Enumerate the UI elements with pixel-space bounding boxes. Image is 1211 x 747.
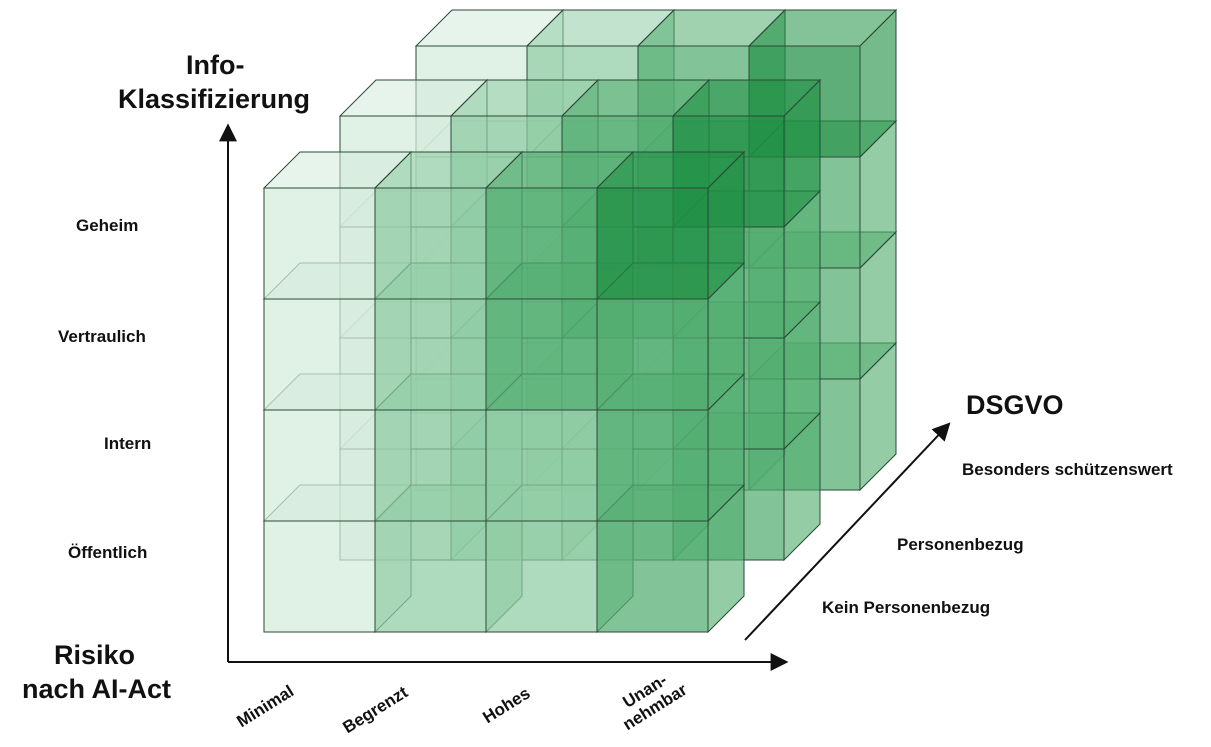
z-level-kein-personenbezug: Kein Personenbezug — [822, 598, 991, 617]
cube-l2-r1-c1-front-face — [374, 409, 487, 522]
y-level-vertraulich: Vertraulich — [58, 327, 146, 346]
cube-l2-r1-c3-front-face — [596, 409, 709, 522]
cube-l2-r0-c0-front-face — [263, 520, 376, 633]
y-axis-title: Info- Klassifizierung — [118, 48, 310, 116]
cube-l2-r1-c2-front-face — [485, 409, 598, 522]
cube-l2-r0-c2-front-face — [485, 520, 598, 633]
cube-l2-r1-c0-front-face — [263, 409, 376, 522]
cube-l2-r2-c0-front-face — [263, 298, 376, 411]
z-level-besonders: Besonders schützenswert — [962, 460, 1173, 479]
z-axis-title: DSGVO — [966, 390, 1064, 420]
x-axis-title-line2: nach AI-Act — [22, 674, 172, 704]
x-axis-title-line1: Risiko — [54, 640, 136, 670]
z-axis-arrow — [744, 422, 951, 641]
cube-l2-r2-c1-front-face — [374, 298, 487, 411]
cube-layers — [262, 8, 898, 634]
x-axis-title: Risiko nach AI-Act — [22, 638, 171, 706]
cube-l2-r2-c3-front-face — [596, 298, 709, 411]
cube-l2-r3-c3-front-face — [596, 187, 709, 300]
cube-l2-r3-c0-front-face — [263, 187, 376, 300]
cube-l2-r0-c1-front-face — [374, 520, 487, 633]
y-axis-title-line1: Info- — [186, 50, 245, 80]
cube-l2-r3-c2-front-face — [485, 187, 598, 300]
z-level-personenbezug: Personenbezug — [897, 535, 1024, 554]
y-level-geheim: Geheim — [76, 216, 139, 235]
cube-l2-r3-c1-front-face — [374, 187, 487, 300]
cube-l2-r0-c3-front-face — [596, 520, 709, 633]
axes — [219, 123, 951, 671]
y-axis-title-line2: Klassifizierung — [118, 84, 311, 114]
cube-l2-r2-c2-front-face — [485, 298, 598, 411]
y-level-intern: Intern — [104, 434, 152, 453]
y-level-oeffentlich: Öffentlich — [68, 543, 148, 562]
